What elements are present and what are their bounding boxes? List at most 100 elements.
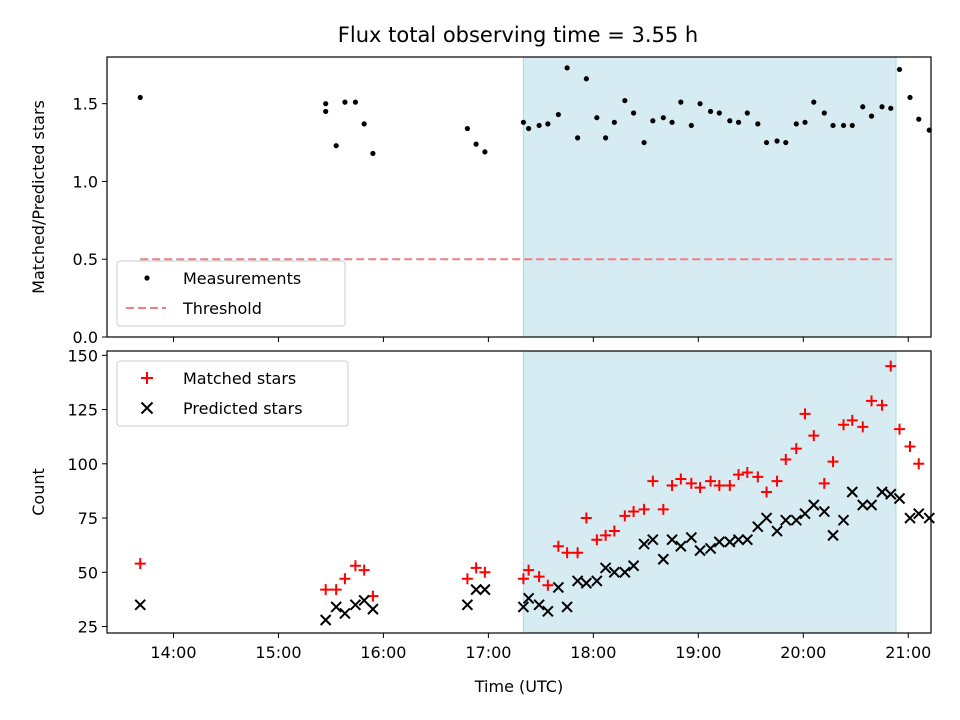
- data-point: [876, 399, 888, 411]
- y-tick-label: 1.5: [73, 95, 98, 114]
- legend-marker: [144, 275, 150, 281]
- data-point: [470, 562, 482, 574]
- data-point: [780, 514, 792, 526]
- data-point: [333, 143, 339, 149]
- data-point: [555, 111, 561, 118]
- data-point: [752, 521, 764, 533]
- legend-box: [116, 360, 349, 427]
- data-point: [894, 423, 906, 435]
- legend-marker: [141, 372, 153, 384]
- data-point: [838, 419, 850, 431]
- data-point: [904, 512, 916, 524]
- ratio-panel: 0.0 0.5 1.0 1.5 Matched/Predicted stars Measu…: [29, 56, 932, 347]
- data-point: [358, 564, 370, 576]
- data-point: [619, 510, 631, 522]
- legend-label: Predicted stars: [183, 399, 303, 418]
- data-point: [660, 115, 666, 121]
- data-point: [657, 503, 669, 515]
- data-point: [704, 542, 717, 555]
- data-point: [611, 119, 617, 125]
- data-point: [608, 525, 620, 537]
- data-point: [733, 469, 745, 481]
- data-point: [470, 583, 482, 596]
- data-point: [913, 507, 925, 520]
- legend-box: [116, 260, 346, 327]
- data-point: [482, 149, 488, 155]
- data-point: [599, 562, 612, 574]
- data-point: [771, 475, 783, 487]
- data-point: [520, 119, 526, 125]
- y-tick-label: 100: [67, 455, 98, 474]
- data-point: [638, 503, 650, 515]
- data-point: [678, 99, 684, 105]
- shaded-span: [522, 56, 897, 338]
- data-point: [697, 101, 703, 107]
- count-panel: 25 50 75 100 125 150 14:00 15:00 16:00 17:00 18:00…: [29, 346, 935, 696]
- data-point: [339, 573, 351, 585]
- data-point: [780, 453, 792, 465]
- x-tick-label: 21:00: [885, 643, 931, 662]
- data-point: [907, 94, 913, 101]
- data-point: [885, 360, 897, 372]
- data-point: [771, 525, 783, 537]
- data-point: [552, 540, 564, 552]
- data-point: [694, 482, 706, 494]
- data-point: [517, 601, 530, 613]
- data-point: [849, 122, 855, 129]
- data-point: [583, 76, 589, 82]
- data-point: [564, 65, 570, 71]
- data-point: [522, 592, 535, 604]
- data-point: [533, 599, 545, 611]
- data-point: [600, 529, 612, 541]
- data-point: [741, 466, 753, 478]
- y-axis-label: Matched/Predicted stars: [29, 100, 48, 294]
- data-point: [760, 512, 773, 524]
- data-point: [783, 139, 789, 146]
- data-point: [865, 499, 878, 511]
- data-point: [523, 564, 535, 576]
- data-point: [879, 104, 885, 110]
- data-point: [896, 66, 903, 73]
- x-tick-label: 18:00: [570, 643, 616, 662]
- data-point: [857, 499, 869, 511]
- data-point: [461, 573, 473, 585]
- data-point: [837, 514, 850, 526]
- data-point: [904, 440, 916, 452]
- data-point: [461, 599, 474, 611]
- legend: Measurements Threshold: [116, 260, 346, 327]
- legend-label: Measurements: [183, 269, 301, 288]
- data-point: [517, 573, 529, 585]
- y-tick-label: 1.0: [73, 172, 98, 191]
- data-point: [561, 547, 573, 559]
- data-point: [473, 141, 479, 147]
- data-point: [479, 566, 491, 578]
- y-tick-label: 125: [67, 401, 98, 420]
- data-point: [647, 534, 659, 546]
- data-point: [666, 479, 678, 491]
- data-point: [533, 571, 545, 583]
- data-point: [827, 456, 839, 468]
- data-point: [876, 486, 888, 498]
- data-point: [713, 479, 725, 491]
- data-point: [602, 135, 609, 141]
- data-point: [619, 566, 631, 578]
- data-point: [367, 603, 379, 615]
- data-point: [545, 121, 551, 127]
- data-point: [774, 138, 780, 144]
- data-point: [361, 121, 367, 127]
- x-tick-label: 16:00: [360, 643, 406, 662]
- chart-title: Flux total observing time = 3.55 h: [338, 23, 698, 47]
- data-point: [799, 408, 811, 420]
- data-point: [818, 505, 830, 518]
- data-point: [608, 566, 621, 578]
- data-point: [916, 116, 922, 122]
- data-point: [735, 119, 742, 125]
- data-point: [320, 584, 332, 596]
- data-point: [705, 475, 717, 487]
- data-point: [802, 119, 808, 125]
- data-point: [827, 529, 839, 542]
- data-point: [799, 507, 811, 520]
- data-point: [349, 599, 362, 611]
- data-point: [724, 536, 736, 548]
